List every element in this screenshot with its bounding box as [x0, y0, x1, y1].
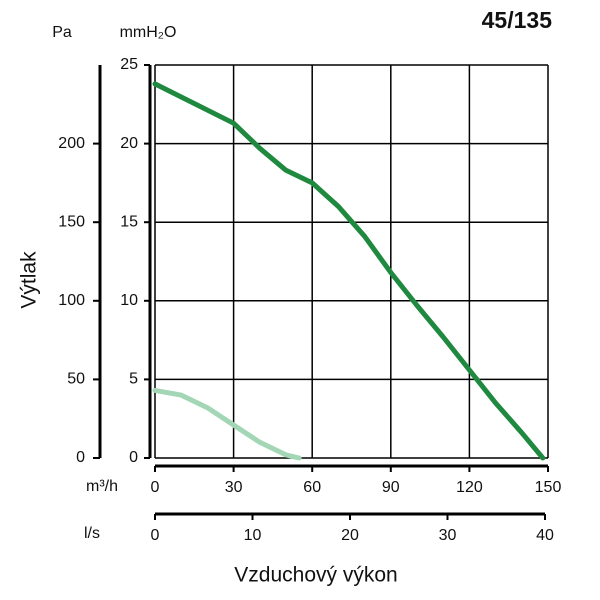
- chart-title: 45/135: [482, 7, 553, 33]
- y2-tick-label: 150: [58, 213, 85, 230]
- y2-tick-label: 0: [76, 449, 85, 466]
- x-axis-label: Vzduchový výkon: [234, 564, 397, 587]
- x2-unit: l/s: [84, 525, 100, 542]
- y2-unit: Pa: [52, 24, 72, 41]
- x2-tick-label: 0: [151, 527, 160, 544]
- x-tick-label: 0: [151, 479, 160, 496]
- y2-tick-label: 200: [58, 135, 85, 152]
- curve: [152, 81, 546, 461]
- y2-tick-label: 100: [58, 292, 85, 309]
- x2-tick-label: 10: [244, 527, 262, 544]
- y-tick-label: 25: [120, 56, 138, 73]
- x-tick-label: 30: [225, 479, 243, 496]
- y-tick-label: 20: [120, 135, 138, 152]
- x2-tick-label: 30: [439, 527, 457, 544]
- x-tick-label: 120: [456, 479, 483, 496]
- x2-tick-label: 40: [536, 527, 554, 544]
- x2-tick-label: 20: [341, 527, 359, 544]
- y-axis-label: Výtlak: [18, 251, 41, 309]
- y2-tick-label: 50: [67, 371, 85, 388]
- x-unit: m³/h: [86, 478, 118, 495]
- curve: [152, 387, 302, 461]
- y-tick-label: 0: [129, 449, 138, 466]
- x-tick-label: 150: [535, 479, 562, 496]
- x-tick-label: 60: [303, 479, 321, 496]
- y-unit: mmH₂O: [120, 24, 177, 41]
- y-tick-label: 15: [120, 213, 138, 230]
- y-tick-label: 10: [120, 292, 138, 309]
- x-tick-label: 90: [382, 479, 400, 496]
- y-tick-label: 5: [129, 371, 138, 388]
